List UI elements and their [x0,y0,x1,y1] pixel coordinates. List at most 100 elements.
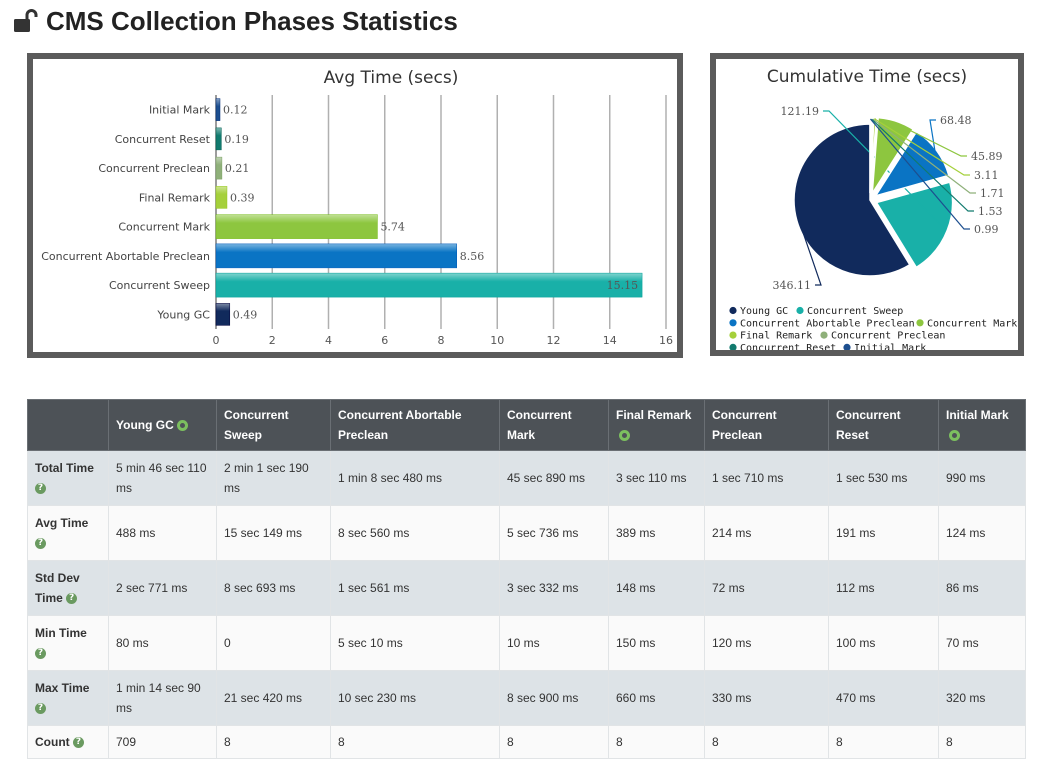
legend-marker-concurrent-sweep [796,306,804,315]
table-cell: 8 [499,725,609,759]
series-toggle-icon[interactable] [949,430,960,442]
pie-slice-concurrent-sweep [875,181,954,269]
table-cell: 8 sec 560 ms [330,505,500,561]
category-label-concurrent-sweep: Concurrent Sweep [109,279,210,292]
help-icon[interactable]: ? [35,538,46,550]
pie-value-concurrent-reset: 1.53 [978,205,1003,218]
table-header-row: Young GC Concurrent Sweep Concurrent Abort… [27,399,1026,451]
series-toggle-icon[interactable] [176,420,188,432]
legend-marker-concurrent-reset [729,343,737,350]
page-title: CMS Collection Phases Statistics [46,5,458,36]
category-label-concurrent-abortable-preclean: Concurrent Abortable Preclean [41,250,210,263]
table-cell: 8 [828,725,939,759]
header-young-gc: Young GC [108,399,217,451]
bar-value-concurrent-reset: 0.19 [224,133,249,146]
table-cell: 3 sec 110 ms [608,450,705,506]
table-cell: 10 ms [499,615,609,671]
category-label-final-remark: Final Remark [139,191,211,204]
header-label: Young GC [116,418,174,432]
help-icon[interactable]: ? [35,648,46,660]
table-cell: 8 [608,725,705,759]
help-icon[interactable]: ? [35,483,46,495]
table-cell: 214 ms [704,505,829,561]
help-icon[interactable]: ? [73,737,84,749]
row-label: Avg Time [35,516,89,530]
legend-label-concurrent-preclean: Concurrent Preclean [831,331,945,342]
row-label: Std Dev Time [35,571,80,605]
table-body: Total Time ? 5 min 46 sec 110 ms 2 min 1 s… [27,450,1026,759]
legend-label-initial-mark: Initial Mark [854,343,926,350]
table-cell: 1 sec 561 ms [330,560,500,616]
series-toggle-icon[interactable] [619,430,630,442]
legend-label-final-remark: Final Remark [740,331,812,342]
table-cell: 45 sec 890 ms [499,450,609,506]
table-cell: 1 min 14 sec 90 ms [108,670,217,726]
bar-concurrent-preclean [215,156,223,180]
table-cell: 8 [330,725,500,759]
pie-value-initial-mark: 0.99 [974,223,999,236]
table-cell: 8 sec 693 ms [216,560,331,616]
category-label-concurrent-reset: Concurrent Reset [115,133,211,146]
legend-marker-concurrent-mark [916,319,924,327]
pie-value-concurrent-mark: 45.89 [971,150,1003,163]
table-cell: 100 ms [828,615,939,671]
category-label-concurrent-preclean: Concurrent Preclean [98,162,210,175]
pie-leader-final-remark [874,118,970,176]
table-cell: 709 [108,725,217,759]
table-row: Count ? 709 8 8 8 8 8 8 8 [27,725,1026,759]
row-label: Total Time [35,461,94,475]
table-cell: 660 ms [608,670,705,726]
legend-label-concurrent-reset: Concurrent Reset [740,343,836,350]
page-title-wrap: CMS Collection Phases Statistics [12,4,458,38]
table-cell: 389 ms [608,505,705,561]
bar-value-initial-mark: 0.12 [223,104,248,117]
avg-time-chart-svg: Avg Time (secs) 0 2 4 6 8 10 12 14 16 Initial Mark… [41,68,673,347]
table-cell: 70 ms [938,615,1026,671]
table-cell: 1 sec 530 ms [828,450,939,506]
legend-marker-concurrent-abortable-preclean [729,319,737,327]
row-header-avg-time: Avg Time ? [27,505,109,561]
legend-marker-initial-mark [843,343,851,350]
table-row: Max Time ? 1 min 14 sec 90 ms 21 sec 420 m… [27,670,1026,726]
legend-label-concurrent-sweep: Concurrent Sweep [807,306,903,317]
header-label: Concurrent Preclean [712,408,777,442]
row-header-total-time: Total Time ? [27,450,109,506]
pie-leader-concurrent-mark [895,122,967,157]
header-label: Concurrent Reset [836,408,901,442]
avg-time-chart: Avg Time (secs) 0 2 4 6 8 10 12 14 16 Initial Mark… [27,53,683,358]
header-final-remark: Final Remark [608,399,705,451]
header-label: Concurrent Mark [507,408,572,442]
table-cell: 488 ms [108,505,217,561]
header-concurrent-mark: Concurrent Mark [499,399,609,451]
table-cell: 990 ms [938,450,1026,506]
table-cell: 3 sec 332 ms [499,560,609,616]
help-icon[interactable]: ? [35,703,46,715]
header-concurrent-abortable-preclean: Concurrent Abortable Preclean [330,399,500,451]
pie-value-concurrent-preclean: 1.71 [980,187,1005,200]
legend-label-concurrent-abortable-preclean: Concurrent Abortable Preclean [740,318,915,329]
phases-stats-table: Young GC Concurrent Sweep Concurrent Abort… [27,399,1026,759]
bar-value-concurrent-preclean: 0.21 [225,162,250,175]
x-tick-label: 8 [438,334,445,347]
table-cell: 8 [938,725,1026,759]
legend-label-concurrent-mark: Concurrent Mark [927,318,1017,329]
table-row: Total Time ? 5 min 46 sec 110 ms 2 min 1 s… [27,450,1026,506]
table-cell: 120 ms [704,615,829,671]
bar-concurrent-sweep [215,272,643,298]
bar-value-concurrent-abortable-preclean: 8.56 [460,250,485,263]
table-cell: 86 ms [938,560,1026,616]
header-label: Initial Mark [946,408,1009,422]
x-tick-label: 16 [659,334,673,347]
pie-slice-concurrent-abortable-preclean [873,130,950,198]
header-label: Final Remark [616,408,692,422]
legend-marker-young-gc [729,306,737,315]
row-label: Count [35,735,70,749]
help-icon[interactable]: ? [66,593,78,605]
table-cell: 124 ms [938,505,1026,561]
table-cell: 21 sec 420 ms [216,670,331,726]
header-initial-mark: Initial Mark [938,399,1026,451]
bar-value-young-gc: 0.49 [233,308,258,321]
pie-leader-concurrent-sweep [823,110,946,231]
header-concurrent-preclean: Concurrent Preclean [704,399,829,451]
table-cell: 112 ms [828,560,939,616]
